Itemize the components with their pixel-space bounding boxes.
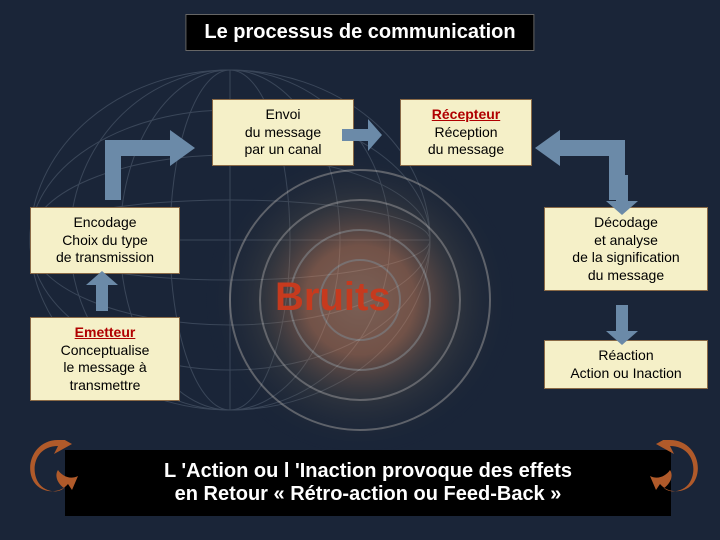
box-envoi-text: Envoidu messagepar un canal [244,106,321,157]
arrow-right-to-recv [342,113,382,157]
arrow-curl-left [28,440,80,496]
box-decodage: Décodageet analysede la significationdu … [544,207,708,291]
box-decodage-text: Décodageet analysede la significationdu … [572,214,679,283]
footer-box: L 'Action ou l 'Inaction provoque des ef… [65,450,671,516]
box-encodage: EncodageChoix du typede transmission [30,207,180,274]
box-emetteur-body: Conceptualisele message àtransmettre [61,342,150,393]
box-recepteur-body: Réceptiondu message [428,124,504,158]
box-emetteur: Emetteur Conceptualisele message àtransm… [30,317,180,401]
arrow-curl-right [648,440,700,496]
footer-line1: L 'Action ou l 'Inaction provoque des ef… [73,460,663,483]
page-title: Le processus de communication [185,14,534,51]
arrow-down-reaction [600,305,644,345]
arrow-down-decode [600,175,644,215]
box-envoi: Envoidu messagepar un canal [212,99,354,166]
box-emetteur-hdr: Emetteur [41,324,169,342]
bruits-label: Bruits [275,275,391,320]
diagram-root: { "canvas": { "width": 720, "height": 54… [0,0,720,540]
box-recepteur-hdr: Récepteur [411,106,521,124]
box-recepteur: Récepteur Réceptiondu message [400,99,532,166]
footer-line2: en Retour « Rétro-action ou Feed-Back » [73,483,663,506]
arrow-up-encodage [80,271,124,311]
box-reaction: RéactionAction ou Inaction [544,340,708,389]
arrow-elbow-left [95,130,195,200]
box-encodage-text: EncodageChoix du typede transmission [56,214,154,265]
box-reaction-text: RéactionAction ou Inaction [570,347,681,381]
